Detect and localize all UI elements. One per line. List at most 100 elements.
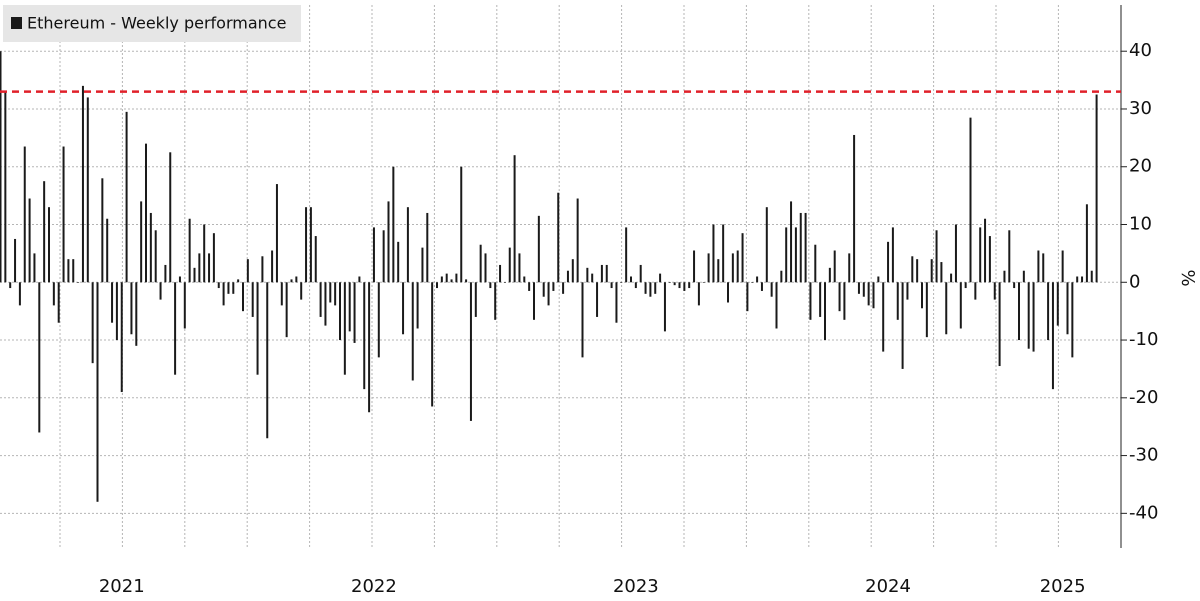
bar [135, 282, 138, 346]
bar [630, 276, 632, 283]
bar [494, 282, 497, 320]
bar [576, 198, 579, 283]
bar [305, 207, 308, 283]
bar [72, 259, 75, 283]
bar [1051, 282, 1054, 390]
bar [416, 282, 419, 329]
bar [1027, 282, 1030, 349]
bar [358, 276, 361, 283]
bar [1090, 270, 1093, 283]
bar [183, 282, 186, 329]
bar [809, 282, 812, 320]
bar [998, 282, 1001, 367]
bar [237, 279, 240, 283]
bar [610, 282, 613, 289]
bar [474, 282, 477, 317]
bar [954, 224, 957, 283]
bar [411, 282, 414, 381]
bar [566, 270, 569, 283]
bar [872, 282, 875, 309]
bar [1008, 230, 1011, 283]
bar [513, 155, 516, 283]
bar [251, 282, 254, 317]
bar [402, 282, 405, 335]
bar [877, 276, 880, 283]
bar [348, 282, 351, 332]
bar [285, 282, 288, 338]
bar [523, 276, 526, 283]
bar [1071, 282, 1074, 358]
bar [309, 207, 312, 283]
bar [717, 259, 720, 283]
bar [843, 282, 846, 320]
bar [712, 224, 715, 283]
x-tick-label: 2022 [351, 576, 397, 597]
bar [203, 224, 206, 283]
bar [663, 282, 666, 332]
bar [921, 282, 923, 309]
bar [600, 264, 603, 283]
bar [28, 198, 31, 283]
bar [930, 259, 933, 283]
bar [101, 178, 104, 283]
bar [81, 85, 84, 283]
bar [814, 244, 817, 283]
bar [751, 282, 754, 283]
bar [848, 253, 851, 283]
bar [140, 201, 143, 283]
x-tick-label: 2021 [99, 576, 145, 597]
bar [678, 282, 681, 289]
bar [193, 267, 196, 283]
bar [465, 279, 468, 283]
bar [654, 282, 657, 294]
bar [1056, 282, 1059, 326]
bar [1032, 282, 1035, 352]
legend-box [3, 5, 301, 42]
bar [765, 207, 768, 283]
bar [33, 253, 36, 283]
bar [780, 270, 783, 283]
bar [57, 282, 60, 323]
bar [353, 282, 356, 343]
bar [596, 282, 599, 317]
bar [620, 282, 623, 283]
bar [722, 224, 725, 283]
bar [392, 166, 395, 283]
bar [591, 273, 594, 283]
bar [18, 282, 21, 306]
bar [159, 282, 162, 300]
bar [130, 282, 133, 335]
bar [518, 253, 521, 283]
y-tick-label: 40 [1129, 40, 1152, 61]
bar [984, 218, 987, 283]
bar [1018, 282, 1020, 341]
bar [436, 282, 438, 289]
bar [319, 282, 322, 317]
bar [314, 236, 317, 283]
x-tick-label: 2023 [613, 576, 659, 597]
bar [406, 207, 409, 283]
bar [445, 273, 448, 283]
bar [343, 282, 346, 375]
bar [731, 253, 734, 283]
bar [387, 201, 390, 283]
bar [77, 282, 80, 283]
bar [727, 282, 729, 303]
bar [450, 279, 453, 283]
grid [0, 5, 1127, 548]
bar [499, 264, 502, 283]
y-tick-label: -10 [1129, 329, 1158, 350]
bar [770, 282, 773, 297]
bar [397, 241, 400, 283]
bar [334, 282, 337, 306]
y-tick-label: 10 [1129, 214, 1152, 235]
bar [154, 230, 157, 283]
bar [174, 282, 177, 375]
bar [1061, 250, 1064, 283]
bar [799, 212, 802, 283]
bar [838, 282, 841, 312]
bar [794, 227, 797, 283]
bar [586, 267, 589, 283]
